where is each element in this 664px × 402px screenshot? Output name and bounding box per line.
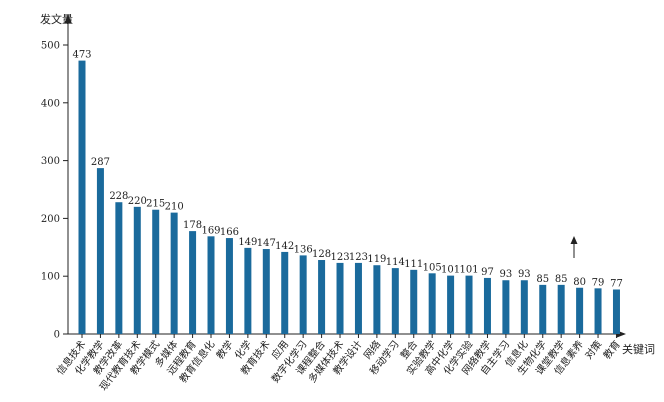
data-label: 114 [386,257,405,268]
data-label: 119 [367,254,386,265]
y-tick-label: 300 [41,156,60,167]
data-label: 287 [91,157,110,168]
bar [299,255,307,334]
data-label: 128 [312,249,331,260]
data-label: 111 [404,259,423,270]
x-tick-label: 教育 [600,338,623,362]
bar [520,280,528,334]
data-label: 85 [555,274,568,285]
data-label: 101 [459,265,478,276]
bar [281,251,289,334]
data-label: 77 [610,278,623,289]
x-axis-title: 关键词 [622,342,655,356]
bar [410,269,418,334]
bar [96,168,104,334]
y-tick-label: 200 [41,214,60,225]
bar [78,60,86,335]
bar [354,262,362,334]
y-tick-label: 0 [54,330,60,341]
data-label: 220 [128,196,147,207]
data-label: 80 [573,277,586,288]
bar [115,202,123,334]
data-label: 93 [500,269,513,280]
bar [391,268,399,334]
bar [557,284,565,334]
data-label: 142 [275,241,294,252]
x-tick-label: 教学 [213,338,236,362]
y-tick-label: 400 [41,98,60,109]
bar [483,277,491,334]
bar [133,206,141,334]
y-tick-label: 100 [41,272,60,283]
data-label: 136 [294,244,313,255]
data-label: 149 [238,237,257,248]
bar [539,284,547,334]
data-label: 228 [109,191,128,202]
annotation-arrow-head [570,236,578,244]
bar [170,212,178,334]
bar [373,265,381,334]
data-label: 85 [536,274,549,285]
bar [612,289,620,334]
bar [502,280,510,334]
data-label: 123 [349,252,368,263]
bar [594,288,602,334]
bar [576,287,584,334]
data-label: 178 [183,220,202,231]
data-label: 215 [146,199,165,210]
x-tick-label: 对策 [582,338,605,362]
bar [336,262,344,334]
bar [447,275,455,334]
bar [262,249,270,334]
bar [225,238,233,334]
data-label: 166 [220,227,239,238]
y-tick-label: 500 [41,41,60,52]
data-label: 169 [201,225,220,236]
data-label: 97 [481,267,494,278]
data-label: 210 [165,202,184,213]
data-label: 123 [330,252,349,263]
data-label: 473 [72,50,91,61]
y-axis-arrow [64,14,72,23]
bar [244,247,252,334]
bar [152,209,160,334]
bar [428,273,436,334]
data-label: 147 [257,238,276,249]
data-label: 79 [592,277,605,288]
data-label: 93 [518,269,531,280]
bar [318,260,326,334]
bar [465,275,473,334]
data-label: 101 [441,265,460,276]
bar [189,231,197,334]
data-label: 105 [423,262,442,273]
bar [207,236,215,334]
